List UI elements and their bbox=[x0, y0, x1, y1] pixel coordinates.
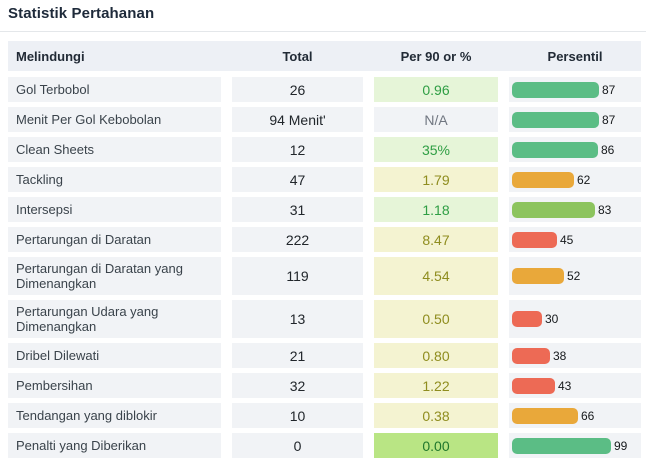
percentile-value: 45 bbox=[560, 232, 574, 247]
table-row: Intersepsi 31 1.18 83 bbox=[8, 197, 641, 222]
total-value: 0 bbox=[232, 433, 363, 458]
divider bbox=[0, 31, 646, 32]
table-row: Penalti yang Diberikan 0 0.00 99 bbox=[8, 433, 641, 458]
percentile-cell: 30 bbox=[509, 300, 641, 338]
percentile-bar bbox=[512, 171, 574, 188]
total-value: 26 bbox=[232, 77, 363, 102]
percentile-cell: 43 bbox=[509, 373, 641, 398]
per90-value: 0.96 bbox=[374, 77, 498, 102]
percentile-value: 66 bbox=[581, 408, 595, 423]
table-row: Pembersihan 32 1.22 43 bbox=[8, 373, 641, 398]
percentile-bar bbox=[512, 268, 564, 284]
total-value: 32 bbox=[232, 373, 363, 398]
per90-value: 0.38 bbox=[374, 403, 498, 428]
per90-value: N/A bbox=[374, 107, 498, 132]
stat-label: Clean Sheets bbox=[8, 137, 221, 162]
percentile-bar bbox=[512, 81, 599, 98]
table-row: Gol Terbobol 26 0.96 87 bbox=[8, 77, 641, 102]
per90-value: 35% bbox=[374, 137, 498, 162]
percentile-bar bbox=[512, 231, 557, 248]
percentile-cell: 87 bbox=[509, 107, 641, 132]
total-value: 119 bbox=[232, 257, 363, 295]
per90-value: 8.47 bbox=[374, 227, 498, 252]
percentile-cell: 87 bbox=[509, 77, 641, 102]
percentile-value: 87 bbox=[602, 112, 616, 127]
percentile-bar bbox=[512, 407, 578, 424]
percentile-value: 99 bbox=[614, 438, 628, 453]
percentile-value: 86 bbox=[601, 142, 615, 157]
total-value: 12 bbox=[232, 137, 363, 162]
table-row: Tackling 47 1.79 62 bbox=[8, 167, 641, 192]
percentile-cell: 62 bbox=[509, 167, 641, 192]
percentile-bar bbox=[512, 311, 542, 327]
stat-label: Dribel Dilewati bbox=[8, 343, 221, 368]
percentile-bar bbox=[512, 347, 550, 364]
per90-value: 0.50 bbox=[374, 300, 498, 338]
total-value: 10 bbox=[232, 403, 363, 428]
percentile-cell: 38 bbox=[509, 343, 641, 368]
table-row: Dribel Dilewati 21 0.80 38 bbox=[8, 343, 641, 368]
percentile-cell: 45 bbox=[509, 227, 641, 252]
percentile-bar bbox=[512, 111, 599, 128]
percentile-cell: 52 bbox=[509, 257, 641, 295]
total-value: 21 bbox=[232, 343, 363, 368]
stat-label: Tendangan yang diblokir bbox=[8, 403, 221, 428]
table-header-row: Melindungi Total Per 90 or % Persentil bbox=[8, 41, 641, 71]
table-body: Gol Terbobol 26 0.96 87 Menit Per Gol Ke… bbox=[8, 77, 641, 458]
percentile-bar bbox=[512, 201, 595, 218]
total-value: 222 bbox=[232, 227, 363, 252]
stat-label: Pembersihan bbox=[8, 373, 221, 398]
column-header-total: Total bbox=[282, 48, 313, 64]
percentile-cell: 66 bbox=[509, 403, 641, 428]
percentile-value: 38 bbox=[553, 348, 567, 363]
stat-label: Intersepsi bbox=[8, 197, 221, 222]
total-value: 13 bbox=[232, 300, 363, 338]
percentile-value: 43 bbox=[558, 378, 572, 393]
stat-label: Gol Terbobol bbox=[8, 77, 221, 102]
percentile-bar bbox=[512, 377, 555, 394]
table-row: Tendangan yang diblokir 10 0.38 66 bbox=[8, 403, 641, 428]
percentile-value: 52 bbox=[567, 269, 581, 283]
column-header-persentil: Persentil bbox=[547, 48, 603, 64]
percentile-bar bbox=[512, 141, 598, 158]
percentile-value: 83 bbox=[598, 202, 612, 217]
per90-value: 0.00 bbox=[374, 433, 498, 458]
table-row: Pertarungan di Daratan yang Dimenangkan … bbox=[8, 257, 641, 295]
table-row: Pertarungan di Daratan 222 8.47 45 bbox=[8, 227, 641, 252]
total-value: 31 bbox=[232, 197, 363, 222]
percentile-cell: 83 bbox=[509, 197, 641, 222]
per90-value: 1.22 bbox=[374, 373, 498, 398]
percentile-cell: 86 bbox=[509, 137, 641, 162]
per90-value: 0.80 bbox=[374, 343, 498, 368]
percentile-value: 62 bbox=[577, 172, 591, 187]
percentile-value: 87 bbox=[602, 82, 616, 97]
table-row: Clean Sheets 12 35% 86 bbox=[8, 137, 641, 162]
stat-label: Pertarungan di Daratan bbox=[8, 227, 221, 252]
percentile-value: 30 bbox=[545, 312, 559, 326]
stat-label: Pertarungan Udara yang Dimenangkan bbox=[8, 300, 221, 338]
stat-label: Tackling bbox=[8, 167, 221, 192]
stat-label: Penalti yang Diberikan bbox=[8, 433, 221, 458]
per90-value: 4.54 bbox=[374, 257, 498, 295]
per90-value: 1.79 bbox=[374, 167, 498, 192]
percentile-cell: 99 bbox=[509, 433, 641, 458]
page-title: Statistik Pertahanan bbox=[8, 5, 155, 22]
per90-value: 1.18 bbox=[374, 197, 498, 222]
column-header-per90: Per 90 or % bbox=[400, 48, 472, 64]
column-header-melindungi: Melindungi bbox=[16, 48, 85, 64]
total-value: 94 Menit' bbox=[232, 107, 363, 132]
table-row: Pertarungan Udara yang Dimenangkan 13 0.… bbox=[8, 300, 641, 338]
total-value: 47 bbox=[232, 167, 363, 192]
percentile-bar bbox=[512, 437, 611, 454]
stat-label: Pertarungan di Daratan yang Dimenangkan bbox=[8, 257, 221, 295]
table-row: Menit Per Gol Kebobolan 94 Menit' N/A 87 bbox=[8, 107, 641, 132]
stat-label: Menit Per Gol Kebobolan bbox=[8, 107, 221, 132]
defense-stats-table: Melindungi Total Per 90 or % Persentil G… bbox=[8, 41, 641, 458]
